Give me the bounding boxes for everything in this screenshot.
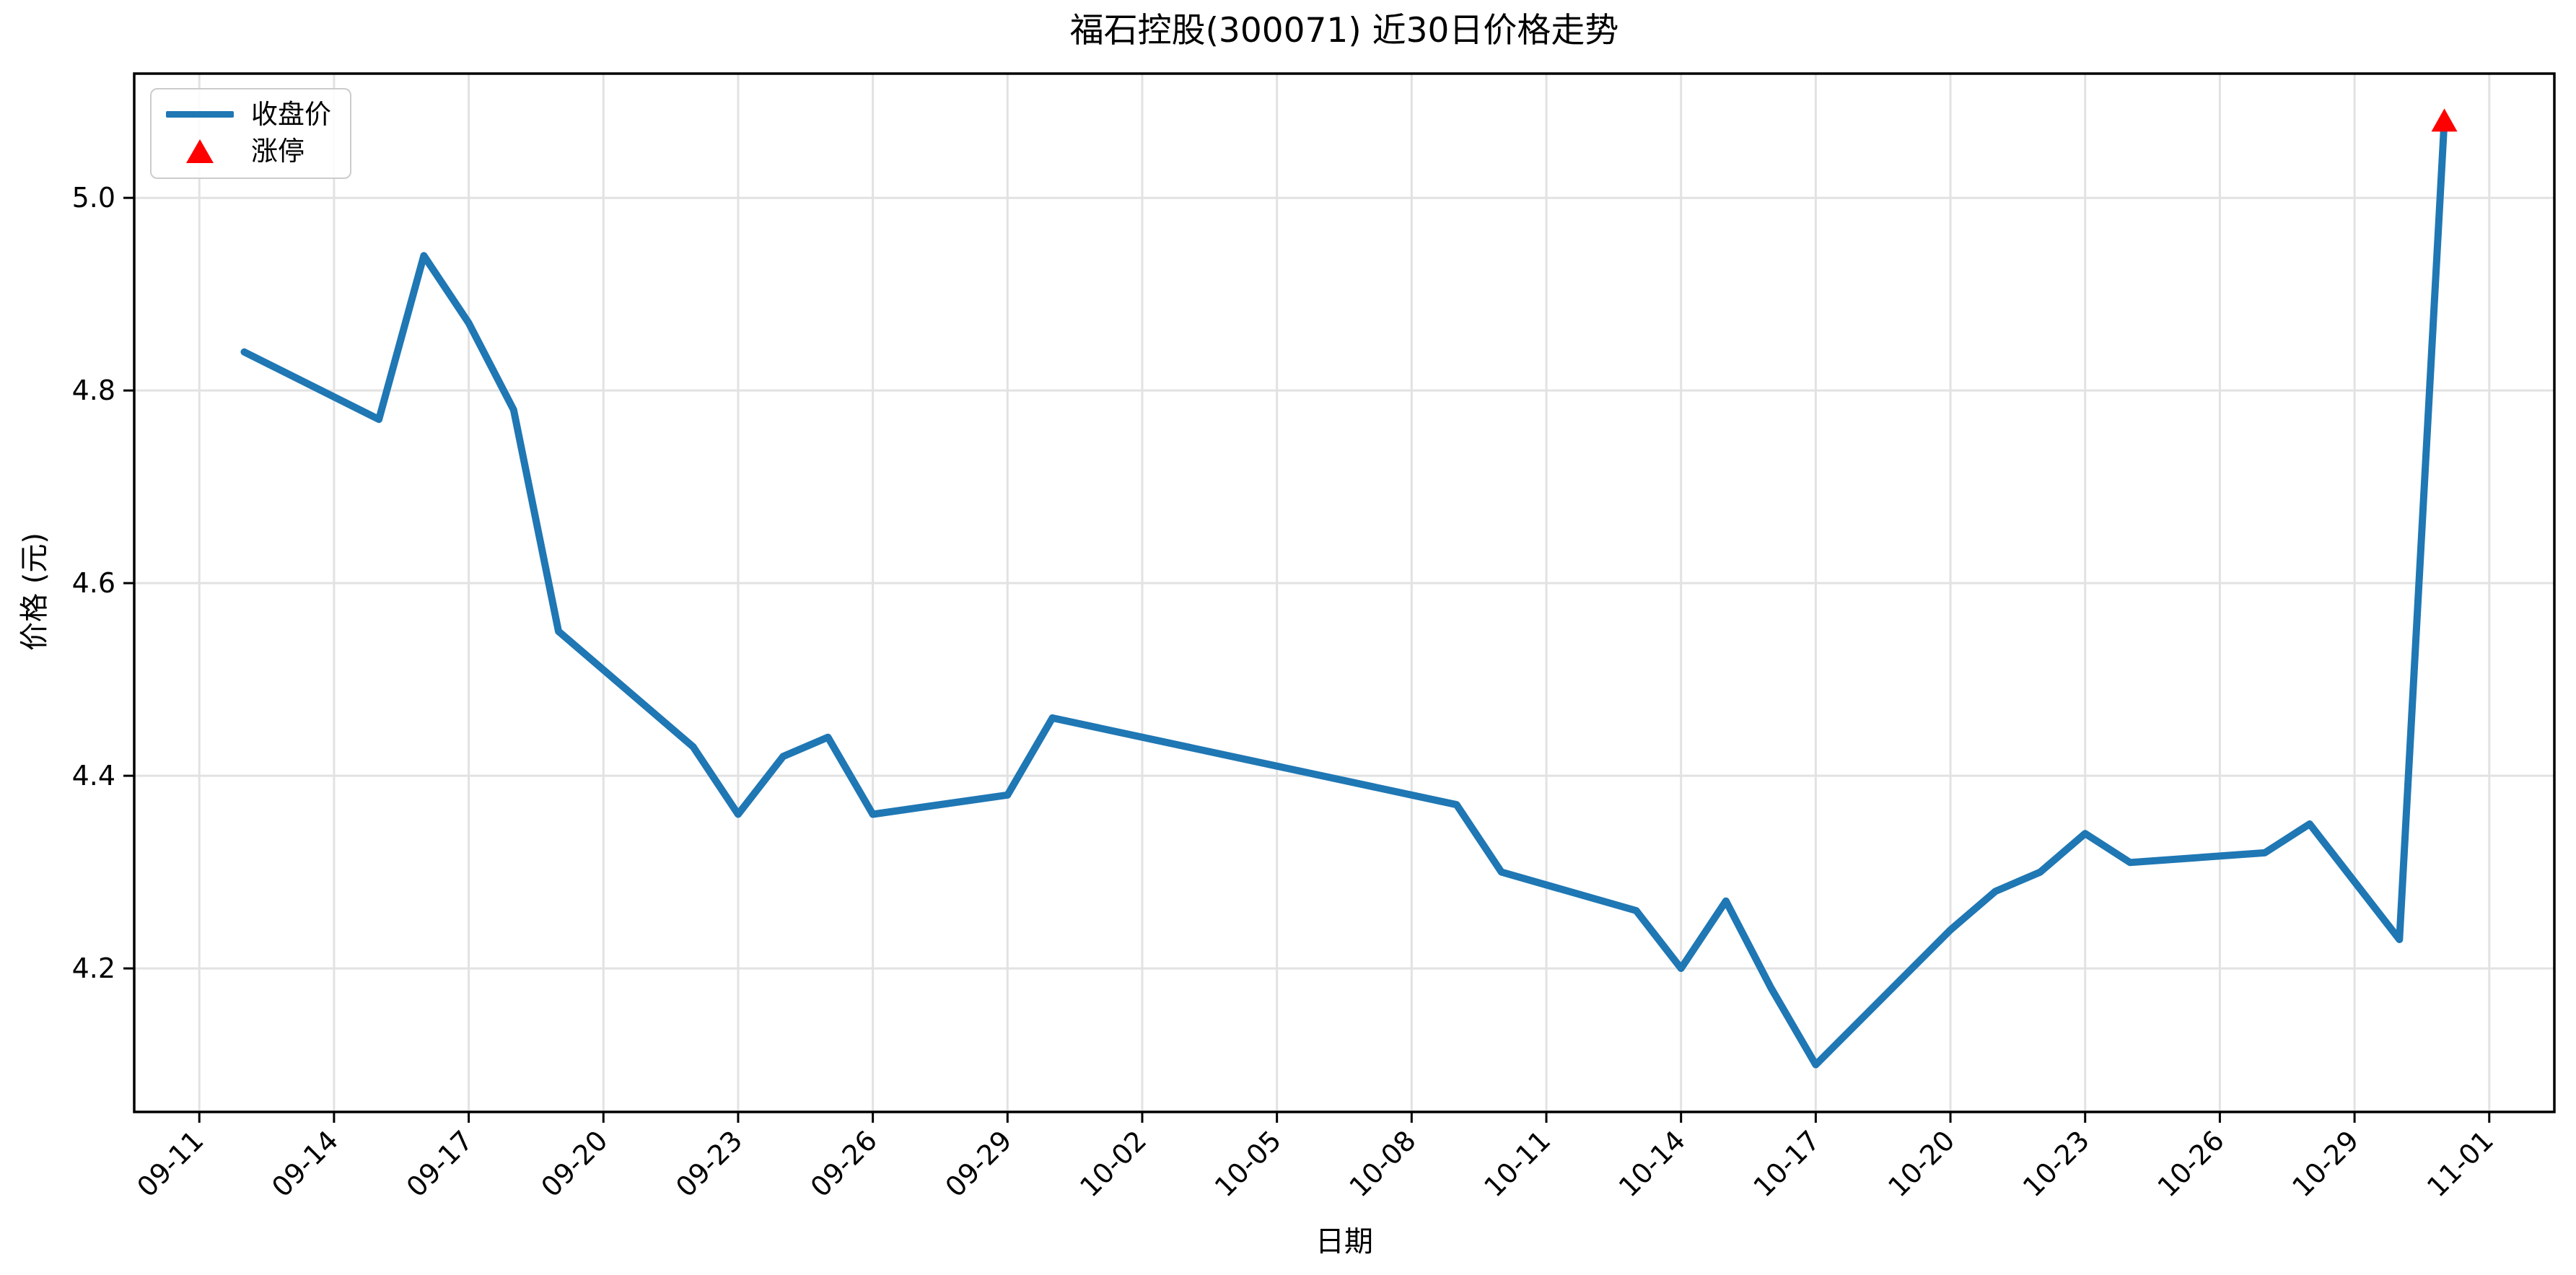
x-tick-label: 10-23	[2017, 1124, 2095, 1203]
x-tick-label: 09-14	[266, 1124, 344, 1203]
x-tick-label: 10-05	[1209, 1124, 1287, 1203]
x-tick-label: 10-20	[1882, 1124, 1961, 1203]
y-tick-label: 4.2	[72, 952, 115, 984]
x-tick-label: 09-26	[805, 1124, 883, 1203]
limit-up-triangle-icon	[166, 139, 234, 163]
x-tick-label: 09-11	[131, 1124, 209, 1203]
y-tick-label: 4.4	[72, 760, 115, 792]
limit-up-marker-icon	[2431, 108, 2458, 132]
close-price-line-swatch	[166, 111, 234, 118]
x-tick-label: 10-14	[1613, 1124, 1691, 1203]
x-tick-label: 09-17	[400, 1124, 479, 1203]
x-axis-title: 日期	[1315, 1225, 1373, 1258]
y-tick-label: 4.6	[72, 567, 115, 599]
x-tick-label: 10-08	[1344, 1124, 1422, 1203]
legend-label-close-price: 收盘价	[251, 99, 331, 130]
x-tick-label: 10-17	[1748, 1124, 1826, 1203]
legend-item-close-price: 收盘价	[166, 101, 331, 128]
x-tick-label: 09-29	[939, 1124, 1017, 1203]
x-tick-label: 10-02	[1074, 1124, 1152, 1203]
y-tick-label: 4.8	[72, 374, 115, 406]
y-axis-title: 价格 (元)	[18, 533, 51, 651]
x-tick-label: 11-01	[2421, 1124, 2500, 1203]
y-tick-label: 5.0	[72, 182, 115, 214]
x-tick-label: 10-11	[1478, 1124, 1556, 1203]
plot-border	[133, 72, 2556, 1113]
legend-item-limit-up: 涨停	[166, 138, 331, 165]
x-tick-label: 09-20	[535, 1124, 613, 1203]
x-tick-label: 09-23	[670, 1124, 748, 1203]
x-tick-label: 10-26	[2152, 1124, 2230, 1203]
close-price-line	[240, 117, 2448, 1069]
chart-title: 福石控股(300071) 近30日价格走势	[1069, 11, 1619, 51]
legend-label-limit-up: 涨停	[251, 136, 305, 167]
legend: 收盘价 涨停	[150, 88, 351, 179]
x-tick-label: 10-29	[2286, 1124, 2365, 1203]
